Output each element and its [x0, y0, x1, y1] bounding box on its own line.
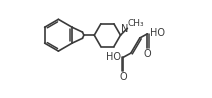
Text: O: O: [119, 72, 127, 82]
Text: N: N: [121, 24, 128, 34]
Text: HO: HO: [150, 28, 165, 38]
Text: CH₃: CH₃: [128, 19, 144, 28]
Text: HO: HO: [106, 52, 121, 62]
Text: O: O: [144, 49, 151, 59]
